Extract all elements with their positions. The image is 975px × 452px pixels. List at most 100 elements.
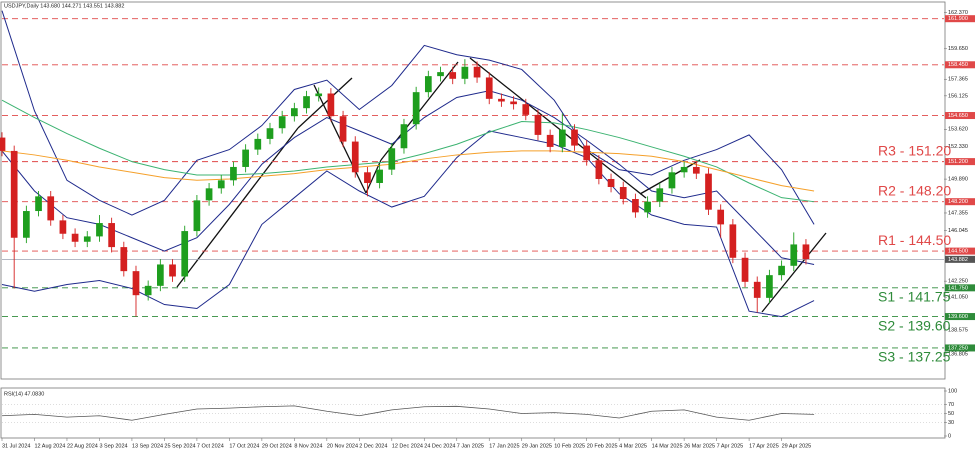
x-tick-label: 29 Apr 2025 [782, 443, 812, 449]
candle-body [717, 209, 725, 225]
candle-body [437, 72, 444, 77]
level-tag-label: 141.750 [948, 285, 968, 291]
trendline [176, 127, 299, 288]
last-price-label: 143.882 [948, 257, 968, 263]
overlay-line [1, 99, 815, 203]
rsi-title: RSI(14) 47.0830 [4, 391, 44, 397]
y-tick-label: 147.355 [948, 210, 968, 216]
y-tick-label: 156.125 [948, 93, 968, 99]
candle-body [802, 244, 810, 260]
rsi-tick-label: 70 [948, 402, 954, 408]
candle-body [23, 211, 30, 238]
candle-body [242, 149, 249, 167]
x-tick-label: 20 Nov 2024 [327, 443, 358, 449]
x-tick-label: 26 Mar 2025 [684, 443, 715, 449]
x-tick-label: 17 Apr 2025 [749, 443, 779, 449]
candle-body [790, 244, 798, 266]
x-tick-label: 31 Jul 2024 [2, 443, 30, 449]
candle-body [412, 92, 420, 125]
overlay-line [1, 150, 815, 192]
x-tick-label: 13 Sep 2024 [132, 443, 163, 449]
y-tick-label: 136.805 [948, 351, 968, 357]
rsi-tick-label: 30 [948, 420, 954, 426]
candle-body [10, 150, 18, 238]
candle-body [753, 281, 761, 298]
level-name: S1 - 141.75 [878, 289, 951, 305]
y-tick-label: 153.620 [948, 127, 968, 133]
candle-body [558, 129, 566, 147]
candle-body [290, 108, 298, 117]
x-tick-label: 25 Sep 2024 [164, 443, 195, 449]
level-tag [945, 61, 975, 69]
x-tick-label: 3 Sep 2024 [99, 443, 127, 449]
candle-body [303, 96, 310, 109]
x-tick-label: 7 Oct 2024 [197, 443, 224, 449]
candle-body [364, 172, 371, 183]
y-tick-label: 141.050 [948, 295, 968, 301]
price-frame [0, 1, 946, 380]
y-tick-label: 138.575 [948, 328, 968, 334]
x-tick-label: 8 Nov 2024 [294, 443, 322, 449]
candle-body [571, 129, 578, 146]
candle-body [83, 236, 91, 242]
candle-body [157, 264, 164, 286]
candle-body [205, 188, 213, 201]
candle-body [120, 247, 128, 272]
level-tag [945, 284, 975, 292]
last-price-tag [945, 255, 975, 263]
level-tag-label: 154.650 [948, 113, 968, 119]
x-tick-label: 4 Mar 2025 [619, 443, 647, 449]
level-tag [945, 247, 975, 255]
candle-body [668, 172, 676, 189]
x-tick-label: 17 Jan 2025 [489, 443, 519, 449]
trendline [469, 57, 647, 199]
level-tag-label: 139.600 [948, 314, 968, 320]
candle-body [193, 200, 201, 232]
candle-body [656, 188, 664, 202]
rsi-tick-label: 0 [948, 433, 951, 439]
x-tick-label: 29 Jan 2025 [522, 443, 552, 449]
candle-body [449, 72, 457, 79]
candle-body [595, 160, 603, 179]
candle-body [546, 134, 554, 147]
overlay-line [1, 90, 815, 265]
level-tag-label: 137.250 [948, 345, 968, 351]
candle-body [108, 223, 115, 248]
candle-body [619, 186, 627, 200]
candle-body [388, 148, 396, 170]
y-tick-label: 142.250 [948, 279, 968, 285]
candle-body [461, 66, 469, 79]
candle-body [705, 173, 712, 210]
level-tag [945, 158, 975, 166]
candle-body [424, 76, 432, 93]
y-tick-label: 149.890 [948, 177, 968, 183]
level-name: S2 - 139.60 [878, 317, 951, 333]
candle-body [0, 137, 6, 151]
candle-body [47, 196, 55, 221]
x-tick-label: 2 Dec 2024 [359, 443, 387, 449]
rsi-tick-label: 50 [948, 411, 954, 417]
candle-body [692, 166, 700, 174]
x-tick-label: 14 Mar 2025 [652, 443, 683, 449]
candle-body [485, 77, 493, 99]
x-tick-label: 20 Feb 2025 [587, 443, 618, 449]
candle-body [778, 265, 785, 276]
candle-body [278, 116, 286, 129]
x-tick-label: 12 Dec 2024 [392, 443, 423, 449]
candle-body [169, 264, 176, 277]
level-tag [945, 15, 975, 23]
candle-body [473, 66, 481, 78]
x-tick-label: 7 Apr 2025 [717, 443, 744, 449]
x-tick-label: 22 Aug 2024 [67, 443, 98, 449]
candle-body [144, 285, 152, 296]
candle-body [315, 93, 323, 97]
x-tick-label: 24 Dec 2024 [424, 443, 455, 449]
candle-body [741, 257, 749, 282]
candle-body [230, 166, 237, 181]
candle-body [400, 124, 408, 149]
candle-body [680, 166, 688, 173]
level-tag-label: 161.900 [948, 16, 968, 22]
level-tag [945, 313, 975, 321]
